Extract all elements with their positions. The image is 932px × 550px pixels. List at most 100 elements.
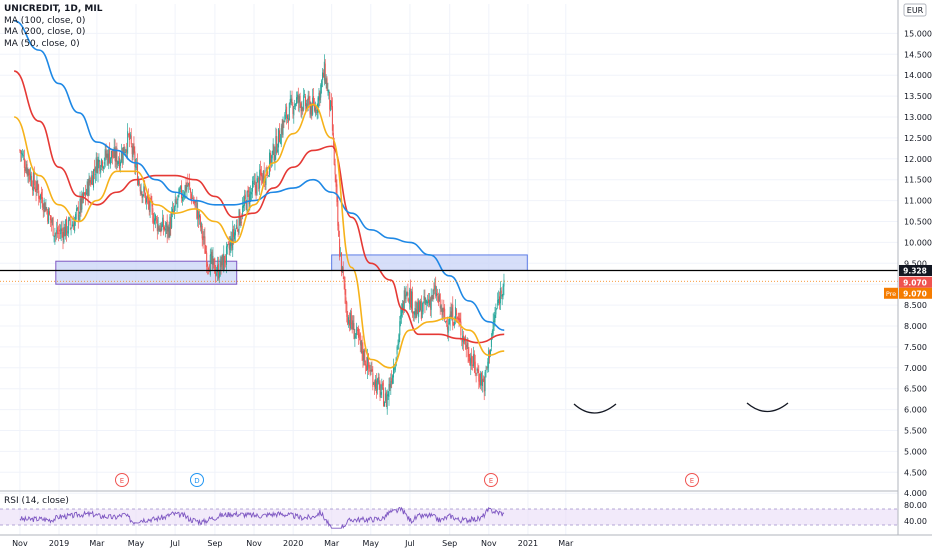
candle-body (202, 236, 204, 240)
candle-body (209, 254, 211, 275)
candle-body (323, 61, 325, 81)
candle-body (245, 201, 247, 210)
candle-body (113, 146, 115, 156)
candle-body (249, 191, 251, 208)
rsi-tick-label: 80.00 (904, 501, 927, 510)
candle-body (148, 201, 150, 210)
candle-body (278, 128, 280, 148)
candle-body (93, 168, 95, 172)
candle-body (439, 294, 441, 308)
candle-body (121, 154, 123, 161)
moving-averages (13, 20, 505, 369)
candle-body (489, 350, 491, 358)
candle-body (122, 147, 124, 164)
candle-body (447, 326, 449, 333)
candle-body (456, 317, 458, 319)
candle-body (32, 172, 34, 192)
candle-body (491, 330, 493, 336)
candle-body (74, 220, 76, 232)
candle-body (346, 302, 348, 317)
candle-body (231, 239, 233, 249)
candle-body (408, 298, 410, 302)
candle-body (242, 206, 244, 217)
candle-body (279, 142, 281, 144)
candle-body (180, 186, 182, 190)
candle-body (190, 188, 192, 193)
rsi-line (19, 506, 505, 529)
x-tick-label: Mar (89, 539, 105, 548)
candle-body (51, 219, 53, 223)
candle-body (489, 349, 491, 356)
candle-body (392, 366, 394, 378)
x-tick-label: Jul (169, 539, 180, 548)
candle-body (260, 172, 262, 177)
candle-body (307, 95, 309, 106)
candle-body (270, 155, 272, 165)
x-tick-label: Nov (12, 539, 28, 548)
y-tick-label: 7.500 (904, 343, 927, 352)
candle-body (318, 92, 320, 101)
candle-body (294, 103, 296, 107)
candle-body (237, 230, 239, 233)
candle-body (258, 177, 260, 190)
x-tick-label: 2019 (49, 539, 69, 548)
candle-body (71, 224, 73, 228)
candle-body (321, 80, 323, 88)
event-marker-label: E (489, 477, 493, 485)
candle-body (309, 100, 311, 115)
candle-body (223, 254, 225, 272)
candle-body (67, 219, 69, 234)
candle-body (388, 383, 390, 397)
earnings-marker (685, 473, 699, 487)
candle-body (110, 150, 112, 159)
price-badge-label: 9.070 (903, 289, 927, 298)
candle-body (191, 197, 193, 199)
candle-body (488, 350, 490, 364)
candle-body (492, 322, 494, 334)
candle-body (255, 185, 257, 194)
candle-body (62, 231, 64, 241)
candle-body (187, 182, 189, 186)
bottom-arc-left (573, 403, 617, 414)
candle-body (376, 379, 378, 391)
candle-body (248, 194, 250, 205)
y-tick-label: 12.500 (904, 134, 932, 143)
candle-body (188, 183, 190, 185)
candle-body (117, 161, 119, 164)
candle-body (38, 190, 40, 199)
candle-body (104, 149, 106, 161)
candle-body (273, 145, 275, 161)
candle-body (451, 307, 453, 320)
candle-body (177, 195, 179, 201)
candle-body (339, 238, 341, 258)
candle-body (170, 218, 172, 230)
candle-body (173, 206, 175, 212)
candle-body (65, 219, 67, 237)
candle-body (207, 267, 209, 270)
candle-body (106, 153, 108, 158)
candle-body (441, 308, 443, 316)
candle-body (389, 383, 391, 388)
candle-body (235, 224, 237, 229)
candle-body (499, 288, 501, 304)
candle-body (118, 161, 120, 164)
y-tick-label: 4.500 (904, 468, 927, 477)
candle-body (435, 285, 437, 297)
candle-body (303, 95, 305, 110)
candle-body (33, 170, 35, 186)
candle-body (19, 150, 21, 151)
candle-body (460, 321, 462, 336)
candle-body (126, 149, 128, 153)
legend-ma100: MA (100, close, 0) (4, 15, 86, 26)
candle-body (410, 288, 412, 308)
candle-body (332, 132, 334, 140)
candle-body (163, 220, 165, 230)
candle-body (496, 308, 498, 310)
candle-body (426, 301, 428, 304)
candle-body (336, 184, 338, 202)
currency-label: EUR (907, 6, 924, 15)
candle-body (131, 145, 133, 155)
candle-body (259, 169, 261, 189)
candle-body (137, 179, 139, 186)
legend-ma50: MA (50, close, 0) (4, 38, 80, 49)
